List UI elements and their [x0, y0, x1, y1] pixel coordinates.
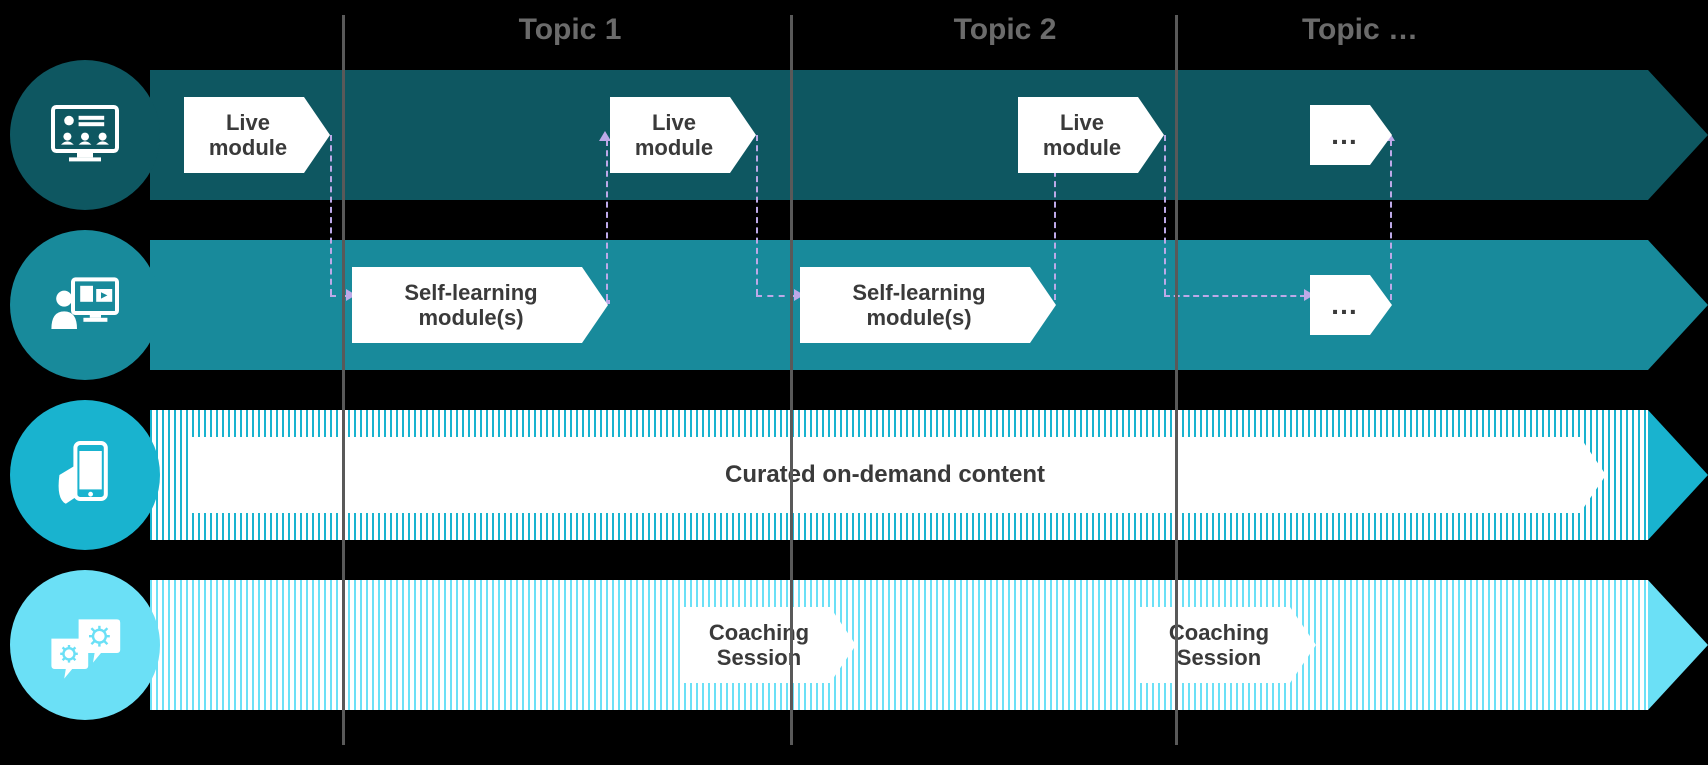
divider-topic-3 [1175, 15, 1178, 745]
chevron-label: CoachingSession [1169, 620, 1269, 671]
divider-topic-1 [342, 15, 345, 745]
row-coaching: CoachingSession CoachingSession [0, 570, 1708, 720]
live-icon-circle [10, 60, 160, 210]
chevron-label: Self-learningmodule(s) [404, 280, 537, 331]
chevron-coaching-1: CoachingSession [680, 607, 830, 683]
chevron-label: Curated on-demand content [725, 461, 1045, 489]
chevron-live-ellipsis: … [1310, 105, 1370, 165]
chevron-label: … [1330, 119, 1358, 151]
connector-3-down [1164, 135, 1166, 295]
chevron-label: Livemodule [1043, 110, 1121, 161]
chevron-live-1: Livemodule [184, 97, 304, 173]
connector-2-down [756, 135, 758, 295]
connector-3-right [1164, 295, 1306, 297]
row-arrow-live [150, 70, 1708, 200]
chevron-self-1: Self-learningmodule(s) [352, 267, 582, 343]
chevron-self-ellipsis: … [1310, 275, 1370, 335]
row-self: Self-learningmodule(s) Self-learningmodu… [0, 230, 1708, 380]
phone-hand-icon [45, 435, 125, 515]
chevron-label: Livemodule [635, 110, 713, 161]
chevron-label: … [1330, 289, 1358, 321]
chevron-label: Livemodule [209, 110, 287, 161]
chevron-coaching-2: CoachingSession [1140, 607, 1290, 683]
monitor-people-icon [45, 95, 125, 175]
row-arrow-coaching [150, 580, 1708, 710]
chevron-live-2: Livemodule [610, 97, 730, 173]
chevron-self-2: Self-learningmodule(s) [800, 267, 1030, 343]
person-monitor-icon [45, 265, 125, 345]
chevron-label: CoachingSession [709, 620, 809, 671]
chevron-live-3: Livemodule [1018, 97, 1138, 173]
row-ondemand: Curated on-demand content [0, 400, 1708, 550]
ondemand-icon-circle [10, 400, 160, 550]
topic-header-2: Topic 2 [895, 0, 1115, 60]
topic-header-1: Topic 1 [460, 0, 680, 60]
chat-gears-icon [45, 605, 125, 685]
chevron-ondemand: Curated on-demand content [190, 437, 1580, 513]
coaching-icon-circle [10, 570, 160, 720]
self-icon-circle [10, 230, 160, 380]
topic-header-3: Topic … [1250, 0, 1470, 60]
chevron-label: Self-learningmodule(s) [852, 280, 985, 331]
row-live: Livemodule Livemodule Livemodule … [0, 60, 1708, 210]
divider-topic-2 [790, 15, 793, 745]
connector-1-down [330, 135, 332, 295]
